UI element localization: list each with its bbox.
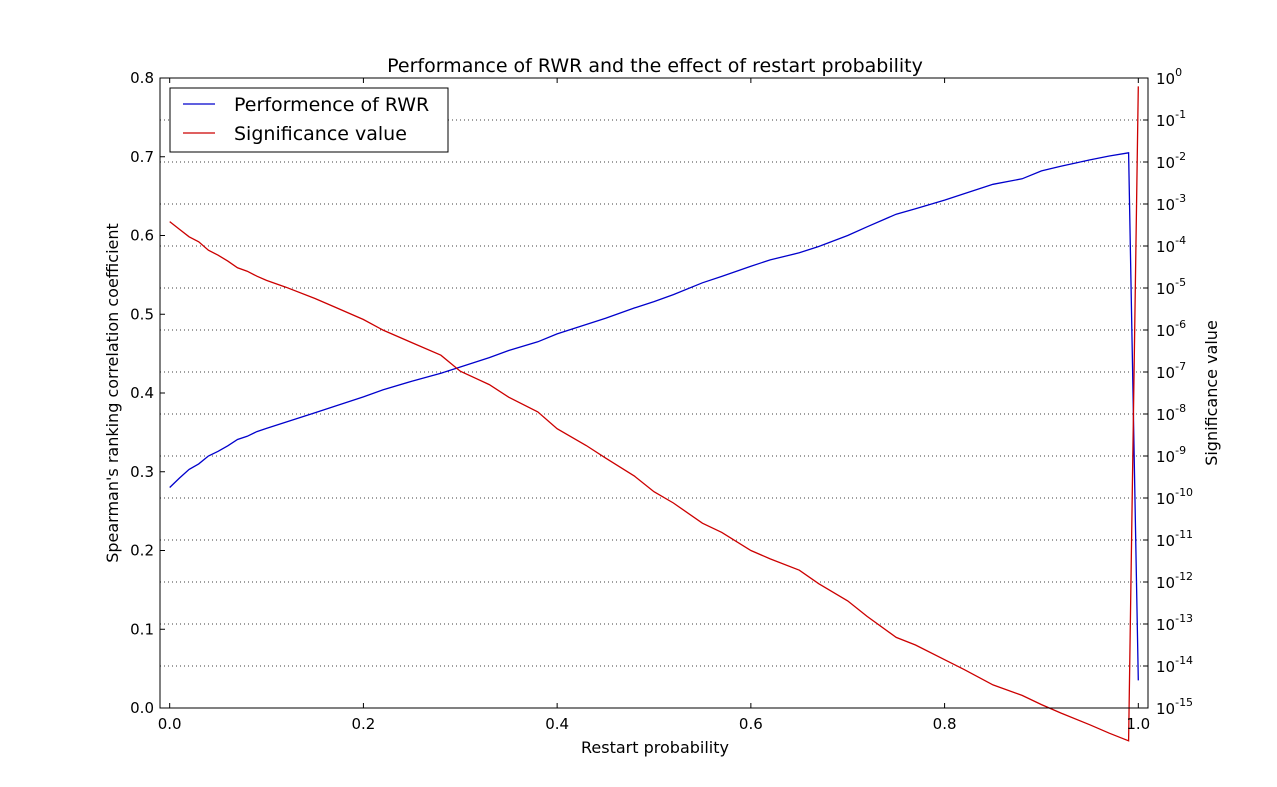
y-left-tick-label: 0.1 <box>130 620 154 638</box>
y-left-tick-label: 0.6 <box>130 227 154 245</box>
y-left-tick-label: 0.7 <box>130 148 154 166</box>
y-right-tick-label: 100 <box>1156 66 1182 88</box>
y-right-tick-label: 10-14 <box>1156 654 1193 676</box>
y-right-tick-label: 10-6 <box>1156 318 1186 340</box>
series-line-rwr <box>169 152 1139 681</box>
series-line-significance <box>169 86 1139 742</box>
x-tick-label: 0.8 <box>933 715 957 733</box>
legend-label-significance: Significance value <box>234 123 407 145</box>
y-right-tick-label: 10-9 <box>1156 444 1186 466</box>
y-left-tick-label: 0.8 <box>130 69 154 87</box>
legend-label-rwr: Performence of RWR <box>234 94 429 116</box>
series-lines <box>169 86 1139 742</box>
x-tick-label: 1.0 <box>1126 715 1150 733</box>
legend-box <box>169 87 449 153</box>
x-tick-label: 0.0 <box>158 715 182 733</box>
y-left-tick-label: 0.4 <box>130 384 154 402</box>
y-axis-label-left-text: Spearman's ranking correlation coefficie… <box>103 223 122 563</box>
y-right-tick-label: 10-1 <box>1156 108 1186 130</box>
y-right-tick-label: 10-7 <box>1156 360 1186 382</box>
y-right-tick-label: 10-8 <box>1156 402 1186 424</box>
y-right-tick-label: 10-15 <box>1156 696 1193 718</box>
chart-title: Performance of RWR and the effect of res… <box>387 55 923 77</box>
x-tick-label: 0.2 <box>351 715 375 733</box>
y-right-tick-label: 10-10 <box>1156 486 1193 508</box>
y-right-tick-label: 10-3 <box>1156 192 1186 214</box>
y-right-tick-label: 10-11 <box>1156 528 1193 550</box>
y-right-tick-label: 10-13 <box>1156 612 1193 634</box>
x-tick-label: 0.4 <box>545 715 569 733</box>
y-right-tick-label: 10-2 <box>1156 150 1186 172</box>
y-left-tick-label: 0.3 <box>130 463 154 481</box>
gridlines <box>160 119 1148 667</box>
y-left-tick-label: 0.2 <box>130 542 154 560</box>
axis-ticks: 0.0 0.2 0.4 0.6 0.8 1.0 0.0 0.1 0.2 0.3 0.4 0.5 0.6 0… <box>130 66 1193 733</box>
y-right-tick-label: 10-4 <box>1156 234 1186 256</box>
y-right-tick-label: 10-5 <box>1156 276 1186 298</box>
y-right-tick-label: 10-12 <box>1156 570 1193 592</box>
y-left-tick-label: 0.5 <box>130 305 154 323</box>
legend: Performence of RWR Significance value <box>169 87 449 153</box>
y-left-tick-label: 0.0 <box>130 699 154 717</box>
x-tick-label: 0.6 <box>739 715 763 733</box>
y-axis-label-right: Significance value <box>1202 320 1221 466</box>
x-axis-label: Restart probability <box>581 738 729 757</box>
